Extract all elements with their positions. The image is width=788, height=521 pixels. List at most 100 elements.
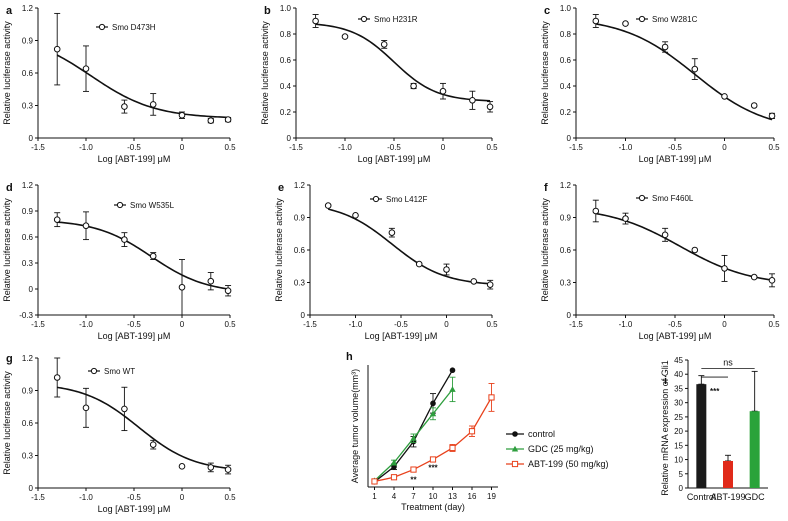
significance-label: *** bbox=[710, 387, 720, 396]
legend-marker bbox=[90, 367, 98, 375]
x-tick-label: -1.0 bbox=[619, 143, 633, 152]
y-tick-label: 0 bbox=[29, 134, 34, 143]
y-axis-label: Relative luciferase activity bbox=[540, 198, 550, 302]
panel-f: -1.5 -1.0 -0.5 0 0.5 0 0.3 0.6 0.9 1.2 Log [ABT-19… bbox=[540, 181, 780, 341]
data-point bbox=[207, 277, 215, 285]
data-point bbox=[488, 394, 495, 401]
y-tick-label: 0.6 bbox=[22, 69, 34, 78]
x-axis-label: Log [ABT-199] μM bbox=[639, 154, 712, 164]
y-tick-label: 0 bbox=[287, 134, 292, 143]
data-point bbox=[430, 400, 436, 407]
x-tick-label: 0 bbox=[441, 143, 446, 152]
data-point bbox=[82, 65, 90, 72]
bar bbox=[749, 411, 760, 488]
data-point bbox=[207, 117, 215, 124]
legend-label: Smo W281C bbox=[652, 15, 698, 24]
y-tick-label: 0.2 bbox=[560, 108, 572, 117]
data-point bbox=[468, 428, 476, 435]
significance-label: ** bbox=[410, 475, 417, 484]
data-point bbox=[390, 459, 398, 466]
data-point bbox=[469, 97, 476, 104]
panel-i: 0 5 10 15 20 25 30 35 40 45 Relative mRNA expressi… bbox=[660, 356, 768, 502]
panel-letter: h bbox=[346, 351, 353, 363]
data-point bbox=[768, 112, 776, 120]
data-point bbox=[429, 410, 437, 417]
y-tick-label: 1.0 bbox=[280, 4, 292, 13]
y-tick-label: 20 bbox=[674, 427, 683, 436]
x-tick-label: -1.5 bbox=[303, 320, 317, 329]
y-tick-label: 1.2 bbox=[294, 181, 306, 190]
y-axis-label: Relative luciferase activity bbox=[540, 21, 550, 125]
x-tick-label: -0.5 bbox=[394, 320, 408, 329]
y-tick-label: 1.2 bbox=[22, 354, 34, 363]
y-tick-label: 0.9 bbox=[294, 214, 306, 223]
category-label: GDC bbox=[745, 492, 766, 502]
y-tick-label: 1.2 bbox=[560, 181, 572, 190]
legend-marker bbox=[511, 460, 519, 468]
data-point bbox=[312, 17, 319, 25]
data-point bbox=[410, 82, 417, 90]
bar bbox=[696, 384, 707, 488]
data-point bbox=[224, 466, 232, 473]
y-tick-label: 0.9 bbox=[22, 37, 34, 46]
x-tick-label: -1.0 bbox=[79, 143, 93, 152]
data-point bbox=[121, 236, 128, 243]
y-tick-label: 10 bbox=[674, 456, 683, 465]
panel-d: -1.5 -1.0 -0.5 0 0.5 -0.3 0 0.3 0.6 0.9 1.2 Log [AB… bbox=[2, 181, 236, 341]
data-point bbox=[82, 222, 90, 230]
data-point bbox=[149, 252, 157, 260]
y-tick-label: 35 bbox=[674, 384, 683, 393]
data-point bbox=[224, 116, 232, 123]
series-line bbox=[374, 369, 454, 483]
x-tick-label: -1.0 bbox=[79, 493, 93, 502]
panel-letter: c bbox=[544, 5, 550, 17]
data-point bbox=[324, 202, 332, 209]
legend-marker bbox=[372, 195, 380, 203]
panel-e: -1.5 -1.0 -0.5 0 0.5 0 0.3 0.6 0.9 1.2 Log [ABT-19… bbox=[274, 181, 498, 341]
y-tick-label: 30 bbox=[674, 399, 683, 408]
data-point bbox=[390, 474, 398, 481]
y-tick-label: 15 bbox=[674, 441, 683, 450]
panel-letter: f bbox=[544, 182, 548, 194]
y-tick-label: 0.3 bbox=[22, 259, 34, 268]
legend-marker bbox=[360, 15, 368, 23]
legend-marker bbox=[638, 194, 646, 202]
fit-curve bbox=[328, 208, 491, 285]
fit-curve bbox=[595, 212, 773, 281]
x-tick-label: 0 bbox=[444, 320, 449, 329]
x-tick-label: 4 bbox=[392, 492, 397, 501]
data-point bbox=[415, 260, 423, 268]
y-tick-label: 0.3 bbox=[22, 452, 34, 461]
y-tick-label: 0 bbox=[29, 484, 34, 493]
x-tick-label: -1.5 bbox=[31, 493, 45, 502]
x-tick-label: 16 bbox=[468, 492, 477, 501]
data-point bbox=[750, 273, 758, 281]
data-point bbox=[622, 215, 629, 222]
x-tick-label: 0.5 bbox=[486, 143, 498, 152]
panel-letter: d bbox=[6, 182, 13, 194]
x-tick-label: -1.0 bbox=[349, 320, 363, 329]
x-tick-label: -0.5 bbox=[127, 320, 141, 329]
significance-label: ns bbox=[723, 358, 733, 368]
y-tick-label: 0.8 bbox=[280, 30, 292, 39]
x-tick-label: -1.5 bbox=[569, 143, 583, 152]
x-tick-label: 1 bbox=[372, 492, 377, 501]
data-point bbox=[592, 207, 600, 215]
significance-label: *** bbox=[428, 463, 438, 472]
x-tick-label: 10 bbox=[429, 492, 438, 501]
x-tick-label: -0.5 bbox=[127, 493, 141, 502]
legend-label: Smo F460L bbox=[652, 194, 694, 203]
y-axis-label: Average tumor volume(mm³) bbox=[350, 369, 360, 483]
x-axis-label: Log [ABT-199] μM bbox=[639, 331, 712, 341]
y-tick-label: 1.0 bbox=[560, 4, 572, 13]
legend-label: control bbox=[528, 429, 555, 439]
x-tick-label: -1.0 bbox=[619, 320, 633, 329]
y-tick-label: 0.9 bbox=[22, 207, 34, 216]
x-tick-label: 0 bbox=[722, 143, 727, 152]
x-axis-label: Treatment (day) bbox=[401, 502, 465, 512]
x-tick-label: -0.5 bbox=[387, 143, 401, 152]
y-tick-label: 0.3 bbox=[22, 102, 34, 111]
data-point bbox=[429, 456, 437, 463]
y-tick-label: 0.3 bbox=[294, 279, 306, 288]
data-point bbox=[380, 41, 388, 48]
